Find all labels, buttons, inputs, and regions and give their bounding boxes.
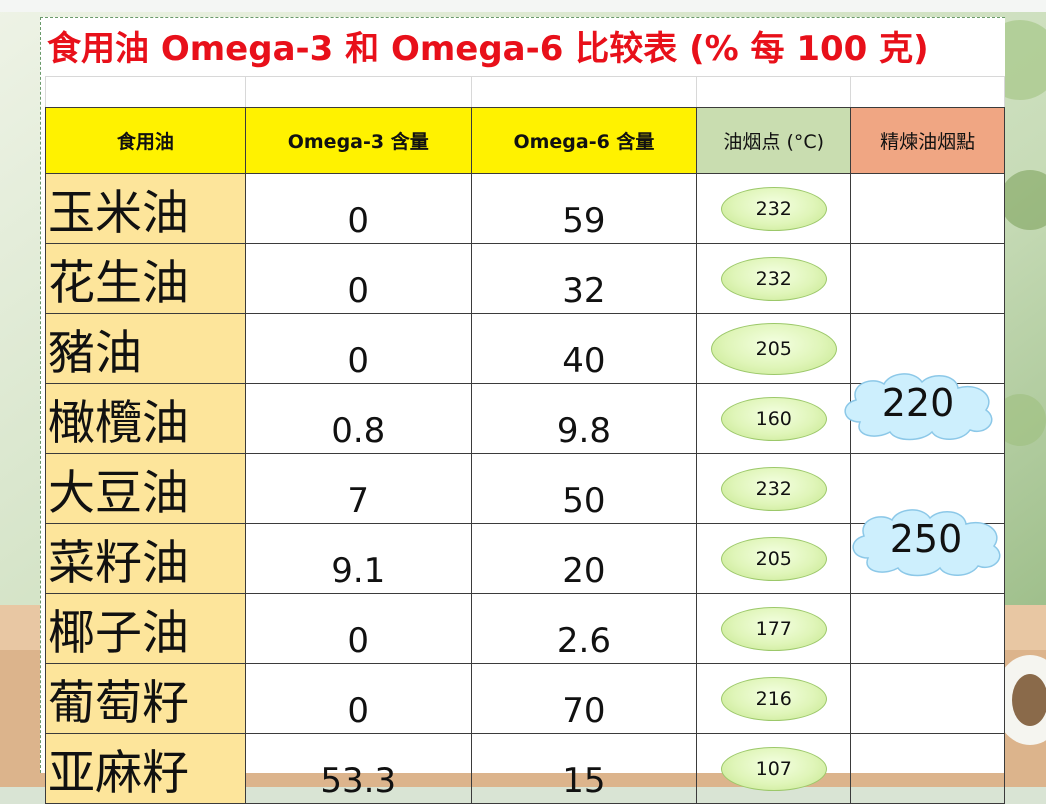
oil-comparison-table: 食用油 Omega-3 含量 Omega-6 含量 油烟点 (°C) 精煉油烟點… bbox=[45, 76, 1005, 804]
smoke-point-oval: 177 bbox=[720, 606, 827, 651]
table-row: 豬油 0 40 205 bbox=[45, 313, 1005, 384]
table-row: 葡萄籽 0 70 216 bbox=[45, 663, 1005, 734]
table-row: 亚麻籽 53.3 15 107 bbox=[45, 733, 1005, 804]
omega3-value: 0 bbox=[244, 663, 472, 734]
refined-cell bbox=[850, 243, 1005, 314]
refined-olive-cloud: 220 bbox=[838, 370, 998, 442]
oil-name: 玉米油 bbox=[45, 173, 246, 244]
header-row: 食用油 Omega-3 含量 Omega-6 含量 油烟点 (°C) 精煉油烟點 bbox=[45, 107, 1005, 174]
omega6-value: 59 bbox=[470, 173, 698, 244]
table-row: 玉米油 0 59 232 bbox=[45, 173, 1005, 244]
smoke-point-oval: 205 bbox=[710, 322, 837, 375]
cloud-shape bbox=[852, 509, 1001, 577]
omega3-value: 0.8 bbox=[244, 383, 472, 454]
refined-canola-value: 250 bbox=[889, 517, 963, 561]
header-smoke-point: 油烟点 (°C) bbox=[696, 107, 852, 174]
omega6-value: 20 bbox=[470, 523, 698, 594]
oil-name: 橄欖油 bbox=[45, 383, 246, 454]
oil-name: 椰子油 bbox=[45, 593, 246, 664]
omega3-value: 0 bbox=[244, 243, 472, 314]
omega6-value: 70 bbox=[470, 663, 698, 734]
smoke-point-oval: 232 bbox=[720, 256, 827, 301]
refined-cell bbox=[850, 663, 1005, 734]
omega6-value: 50 bbox=[470, 453, 698, 524]
table-row: 大豆油 7 50 232 bbox=[45, 453, 1005, 524]
omega6-value: 15 bbox=[470, 733, 698, 804]
omega6-value: 2.6 bbox=[470, 593, 698, 664]
oil-name: 大豆油 bbox=[45, 453, 246, 524]
empty-row bbox=[45, 76, 1005, 108]
header-oil: 食用油 bbox=[45, 107, 246, 174]
table-slide: 食用油 Omega-3 和 Omega-6 比较表 (% 每 100 克) 食用… bbox=[40, 17, 1005, 804]
omega3-value: 7 bbox=[244, 453, 472, 524]
refined-cell bbox=[850, 313, 1005, 384]
header-refined-smoke-point: 精煉油烟點 bbox=[850, 107, 1005, 174]
refined-cell bbox=[850, 453, 1005, 524]
omega3-value: 0 bbox=[244, 593, 472, 664]
oil-name: 亚麻籽 bbox=[45, 733, 246, 804]
refined-cell bbox=[850, 173, 1005, 244]
omega3-value: 9.1 bbox=[244, 523, 472, 594]
refined-cell bbox=[850, 733, 1005, 804]
smoke-point-oval: 107 bbox=[720, 746, 827, 791]
smoke-point-oval: 205 bbox=[720, 536, 827, 581]
table-row: 椰子油 0 2.6 177 bbox=[45, 593, 1005, 664]
smoke-point-oval: 160 bbox=[720, 396, 827, 441]
omega6-value: 32 bbox=[470, 243, 698, 314]
refined-olive-value: 220 bbox=[881, 381, 955, 425]
header-omega6: Omega-6 含量 bbox=[470, 107, 698, 174]
table-row: 花生油 0 32 232 bbox=[45, 243, 1005, 314]
smoke-point-oval: 232 bbox=[720, 186, 827, 231]
header-omega3: Omega-3 含量 bbox=[244, 107, 472, 174]
refined-canola-cloud: 250 bbox=[846, 506, 1006, 578]
oil-name: 葡萄籽 bbox=[45, 663, 246, 734]
table-row: 橄欖油 0.8 9.8 160 bbox=[45, 383, 1005, 454]
smoke-point-oval: 232 bbox=[720, 466, 827, 511]
omega3-value: 0 bbox=[244, 313, 472, 384]
oil-name: 花生油 bbox=[45, 243, 246, 314]
cloud-shape bbox=[844, 373, 993, 441]
refined-cell bbox=[850, 593, 1005, 664]
oil-name: 豬油 bbox=[45, 313, 246, 384]
smoke-point-oval: 216 bbox=[720, 676, 827, 721]
omega3-value: 0 bbox=[244, 173, 472, 244]
page-title: 食用油 Omega-3 和 Omega-6 比较表 (% 每 100 克) bbox=[47, 29, 929, 69]
omega6-value: 9.8 bbox=[470, 383, 698, 454]
omega3-value: 53.3 bbox=[244, 733, 472, 804]
oil-name: 菜籽油 bbox=[45, 523, 246, 594]
omega6-value: 40 bbox=[470, 313, 698, 384]
